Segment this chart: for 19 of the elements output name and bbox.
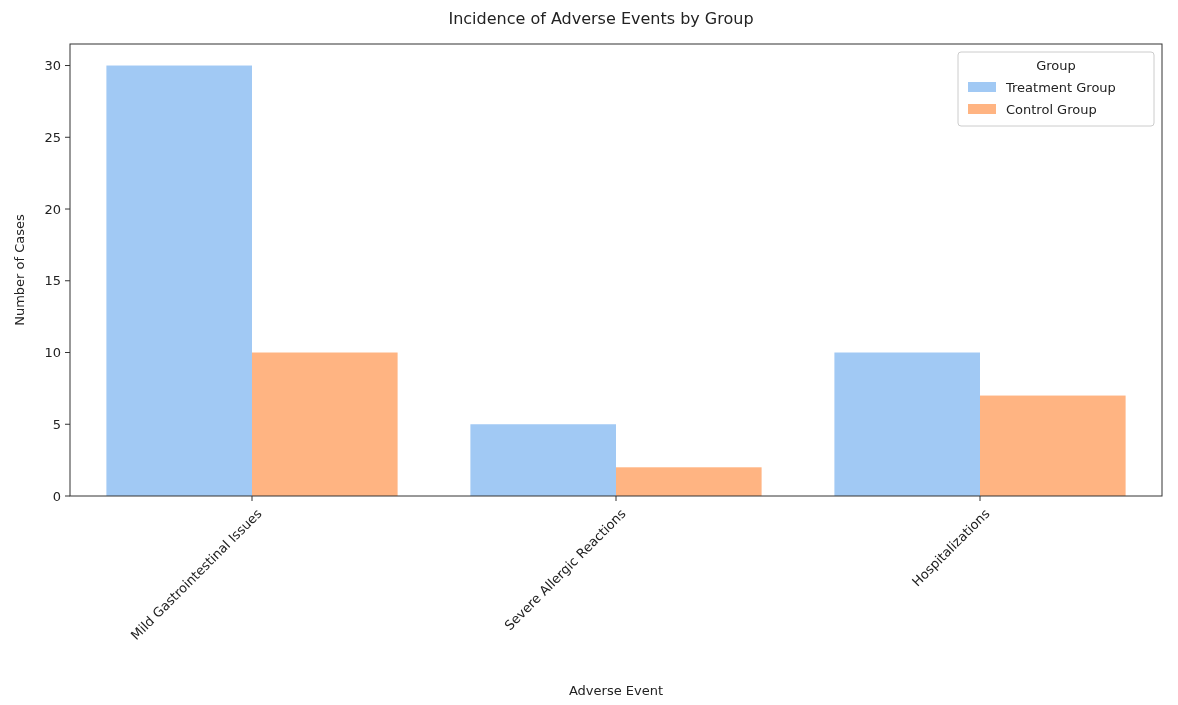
y-axis-title: Number of Cases: [12, 213, 27, 326]
bar: [252, 352, 398, 496]
bar: [616, 467, 762, 496]
y-tick-label: 20: [44, 201, 61, 217]
bar: [106, 65, 252, 496]
y-tick-label: 30: [44, 58, 61, 74]
legend-label: Control Group: [1006, 101, 1097, 117]
chart-title: Incidence of Adverse Events by Group: [448, 9, 754, 28]
y-tick-label: 25: [44, 129, 61, 145]
legend-label: Treatment Group: [1005, 79, 1116, 95]
x-axis-title: Adverse Event: [568, 683, 664, 698]
bar: [980, 395, 1126, 496]
y-tick-label: 5: [52, 416, 61, 432]
y-tick-label: 15: [44, 273, 61, 289]
bar: [834, 352, 980, 496]
bar: [470, 424, 616, 496]
legend-title: Group: [1036, 58, 1076, 73]
y-tick-label: 10: [44, 345, 61, 361]
y-tick-label: 0: [52, 488, 61, 504]
